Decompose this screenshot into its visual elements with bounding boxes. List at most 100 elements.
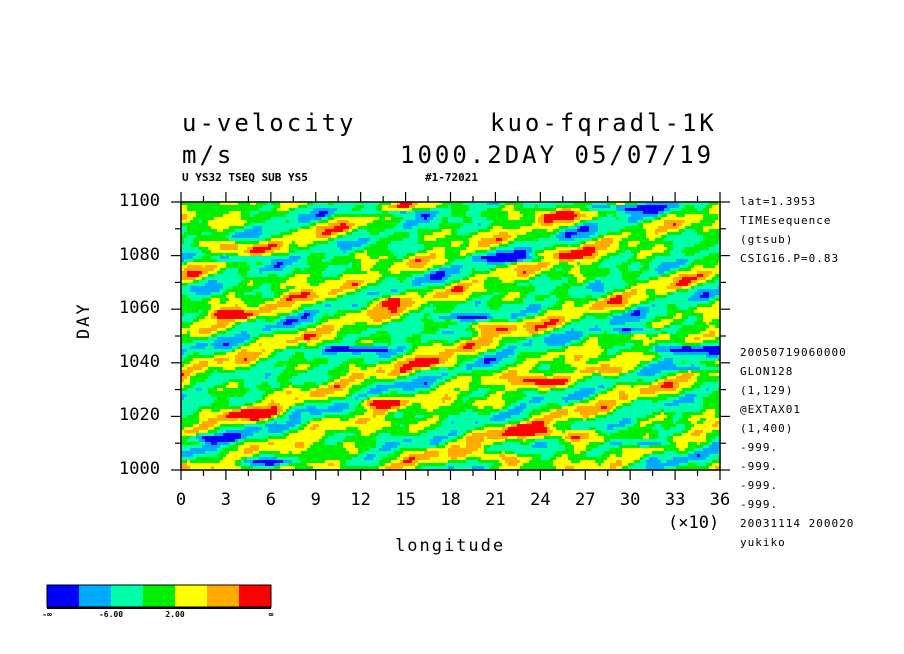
field-cell: [424, 274, 431, 278]
field-cell: [610, 322, 626, 326]
field-cell: [295, 241, 314, 245]
field-cell: [541, 307, 548, 311]
field-cell: [370, 304, 377, 308]
field-cell: [343, 289, 356, 293]
field-cell: [430, 220, 443, 224]
field-cell: [367, 304, 371, 308]
field-cell: [421, 466, 449, 470]
field-cell: [346, 460, 380, 464]
field-cell: [391, 361, 398, 365]
field-cell: [502, 370, 509, 374]
field-cell: [427, 340, 449, 344]
field-cell: [307, 256, 326, 260]
field-cell: [580, 316, 587, 320]
field-cell: [553, 460, 572, 464]
field-cell: [469, 394, 485, 398]
field-cell: [400, 304, 413, 308]
field-cell: [559, 403, 569, 407]
field-cell: [424, 238, 437, 242]
field-cell: [607, 232, 623, 236]
field-cell: [550, 292, 569, 296]
field-cell: [265, 238, 272, 242]
field-cell: [445, 250, 461, 254]
field-cell: [412, 367, 422, 371]
field-cell: [472, 256, 482, 260]
field-cell: [364, 361, 380, 365]
field-cell: [625, 211, 644, 215]
field-cell: [697, 289, 720, 293]
field-cell: [538, 310, 542, 314]
field-cell: [391, 265, 410, 269]
field-cell: [199, 328, 218, 332]
field-cell: [505, 430, 548, 434]
field-cell: [457, 457, 467, 461]
field-cell: [637, 220, 644, 224]
field-cell: [460, 337, 473, 341]
field-cell: [199, 244, 221, 248]
field-cell: [718, 358, 720, 362]
field-cell: [181, 436, 191, 440]
field-cell: [397, 376, 407, 380]
field-cell: [466, 400, 476, 404]
field-cell: [190, 346, 206, 350]
field-cell: [340, 223, 347, 227]
field-cell: [610, 319, 641, 323]
field-cell: [661, 262, 686, 266]
field-cell: [244, 448, 260, 452]
field-cell: [289, 427, 299, 431]
field-cell: [487, 250, 497, 254]
field-cell: [499, 376, 548, 380]
field-cell: [445, 247, 467, 251]
field-cell: [691, 295, 701, 299]
field-cell: [316, 292, 329, 296]
field-cell: [634, 400, 653, 404]
field-cell: [217, 316, 248, 320]
field-cell: [445, 256, 467, 260]
field-cell: [235, 241, 260, 245]
field-cell: [283, 370, 308, 374]
field-cell: [571, 427, 590, 431]
field-cell: [262, 229, 290, 233]
field-cell: [196, 409, 203, 413]
field-cell: [499, 334, 533, 338]
field-cell: [244, 250, 251, 254]
field-cell: [622, 451, 653, 455]
field-cell: [307, 370, 329, 374]
field-cell: [556, 232, 560, 236]
field-cell: [226, 268, 239, 272]
field-cell: [607, 331, 620, 335]
field-cell: [232, 286, 260, 290]
field-cell: [223, 343, 230, 347]
x-tick-label: 12: [350, 490, 371, 510]
field-cell: [520, 310, 539, 314]
field-cell: [271, 286, 281, 290]
field-cell: [631, 262, 641, 266]
field-cell: [208, 418, 239, 422]
field-cell: [631, 328, 644, 332]
field-cell: [301, 346, 305, 350]
field-cell: [367, 283, 380, 287]
field-cell: [280, 283, 311, 287]
field-cell: [196, 436, 203, 440]
field-cell: [535, 271, 542, 275]
field-cell: [325, 214, 332, 218]
field-cell: [283, 388, 302, 392]
field-cell: [367, 394, 380, 398]
field-cell: [319, 364, 341, 368]
field-cell: [475, 319, 491, 323]
field-cell: [367, 400, 374, 404]
field-cell: [424, 313, 431, 317]
field-cell: [583, 274, 608, 278]
field-cell: [301, 304, 314, 308]
field-cell: [415, 370, 422, 374]
field-cell: [193, 340, 215, 344]
field-cell: [427, 292, 437, 296]
field-cell: [367, 391, 383, 395]
field-cell: [622, 403, 632, 407]
field-cell: [355, 442, 377, 446]
field-cell: [607, 427, 614, 431]
field-cell: [490, 418, 506, 422]
field-cell: [328, 397, 347, 401]
field-cell: [574, 217, 581, 221]
field-cell: [574, 409, 611, 413]
